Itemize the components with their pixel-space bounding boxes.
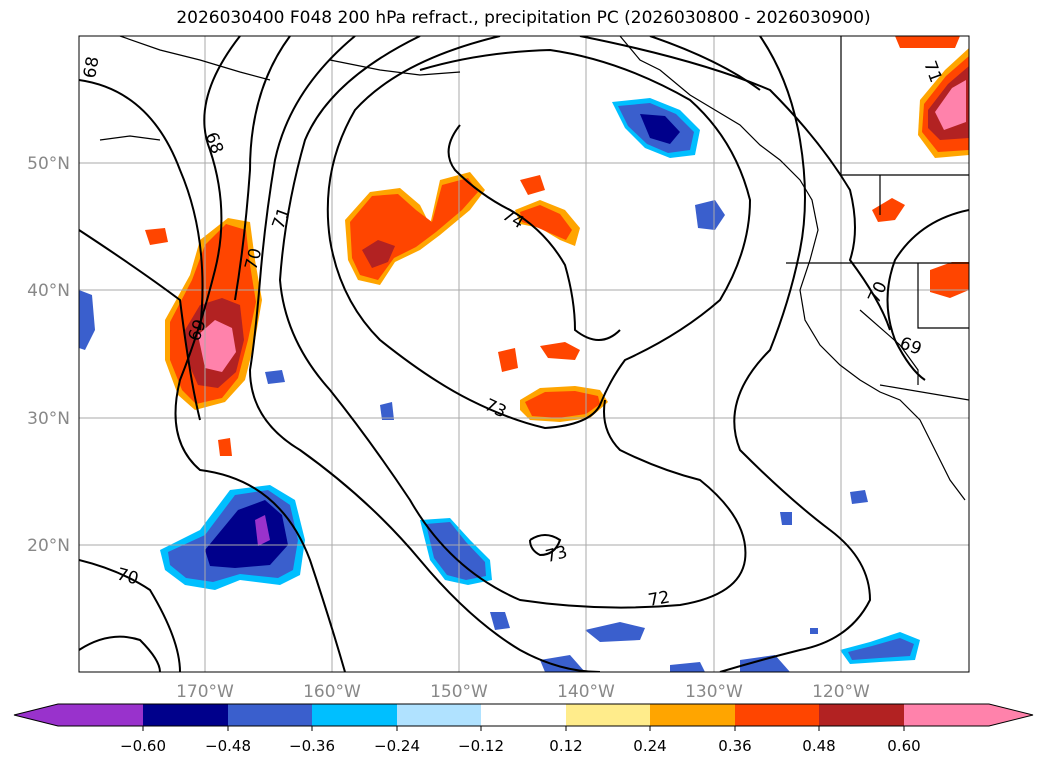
- lon-label: 130°W: [685, 682, 743, 702]
- map-title: 2026030400 F048 200 hPa refract., precip…: [176, 8, 871, 28]
- colorbar-outline: [13, 703, 1034, 727]
- colorbar: −0.60 −0.48 −0.36 −0.24 −0.12 0.12 0.24 …: [13, 703, 1034, 755]
- negative-anomaly-region: [255, 515, 270, 546]
- colorbar-segment: [312, 704, 397, 726]
- positive-anomaly-region: [362, 240, 395, 268]
- negative-anomaly-region: [848, 638, 914, 660]
- positive-anomaly-region: [498, 348, 518, 372]
- lon-label: 140°W: [557, 682, 615, 702]
- negative-anomaly-region: [540, 655, 585, 672]
- lon-label: 120°W: [812, 682, 870, 702]
- lat-label: 40°N: [27, 281, 70, 301]
- colorbar-tick-labels: −0.60 −0.48 −0.36 −0.24 −0.12 0.12 0.24 …: [120, 737, 921, 755]
- negative-anomaly-region: [810, 628, 818, 634]
- negative-anomaly-region: [670, 662, 705, 672]
- negative-anomaly-region: [780, 512, 792, 525]
- positive-anomaly-region: [930, 262, 969, 298]
- colorbar-segment: [228, 704, 312, 726]
- negative-anomaly-region: [79, 290, 95, 350]
- refractivity-contours: [79, 36, 969, 672]
- positive-anomaly-region: [198, 320, 236, 372]
- negative-anomaly-region: [490, 612, 510, 630]
- lon-label: 160°W: [303, 682, 361, 702]
- positive-anomaly-region: [525, 391, 600, 418]
- colorbar-tick-label: −0.12: [458, 737, 504, 755]
- longitude-labels: 170°W 160°W 150°W 140°W 130°W 120°W: [176, 682, 870, 702]
- negative-anomaly-region: [850, 490, 868, 504]
- latitude-labels: 50°N 40°N 30°N 20°N: [27, 154, 70, 556]
- positive-anomaly-region: [145, 228, 168, 245]
- positive-anomaly-region: [935, 80, 966, 130]
- lon-label: 170°W: [176, 682, 234, 702]
- colorbar-segment: [819, 704, 904, 726]
- colorbar-high-extend: [989, 704, 1033, 726]
- negative-anomaly-region: [380, 402, 394, 420]
- colorbar-tick-label: 0.12: [549, 737, 582, 755]
- colorbar-low-extend: [14, 704, 58, 726]
- negative-anomaly-region: [640, 114, 680, 144]
- map-frame: [78, 35, 970, 673]
- colorbar-ticks: [142, 726, 905, 731]
- colorbar-tick-label: 0.24: [633, 737, 666, 755]
- positive-anomaly-region: [872, 198, 905, 222]
- colorbar-tick-label: 0.48: [802, 737, 835, 755]
- colorbar-segment: [650, 704, 735, 726]
- lon-label: 150°W: [430, 682, 488, 702]
- positive-anomaly-region: [520, 205, 572, 240]
- negative-anomaly-region: [426, 522, 486, 580]
- contour-label: 72: [647, 587, 672, 610]
- colorbar-tick-label: −0.24: [374, 737, 420, 755]
- positive-anomaly-region: [540, 342, 580, 360]
- contour-label: 68: [80, 55, 103, 80]
- colorbar-segment: [397, 704, 481, 726]
- negative-anomaly-region: [585, 622, 645, 642]
- colorbar-segment: [904, 704, 989, 726]
- positive-anomaly-region: [218, 438, 232, 456]
- colorbar-tick-label: −0.36: [289, 737, 335, 755]
- lat-label: 30°N: [27, 409, 70, 429]
- negative-anomaly-region: [695, 200, 725, 230]
- colorbar-tick-label: −0.48: [205, 737, 251, 755]
- colorbar-segment: [481, 704, 566, 726]
- colorbar-segment: [566, 704, 650, 726]
- positive-anomaly-region: [895, 36, 960, 48]
- lat-label: 20°N: [27, 536, 70, 556]
- colorbar-segment: [58, 704, 143, 726]
- negative-anomaly-region: [740, 655, 790, 672]
- colorbar-segment: [143, 704, 228, 726]
- lat-label: 50°N: [27, 154, 70, 174]
- positive-anomaly-region: [520, 175, 545, 195]
- colorbar-tick-label: 0.36: [718, 737, 751, 755]
- colorbar-segment: [735, 704, 819, 726]
- coastlines: [99, 36, 969, 501]
- negative-anomaly-region: [265, 370, 285, 384]
- negative-anomaly-region: [205, 500, 288, 568]
- colorbar-tick-label: −0.60: [120, 737, 166, 755]
- map-panel: 68 68 71 70 69 74 73 73 72 70 70 69 71: [79, 36, 969, 672]
- colorbar-tick-label: 0.60: [887, 737, 920, 755]
